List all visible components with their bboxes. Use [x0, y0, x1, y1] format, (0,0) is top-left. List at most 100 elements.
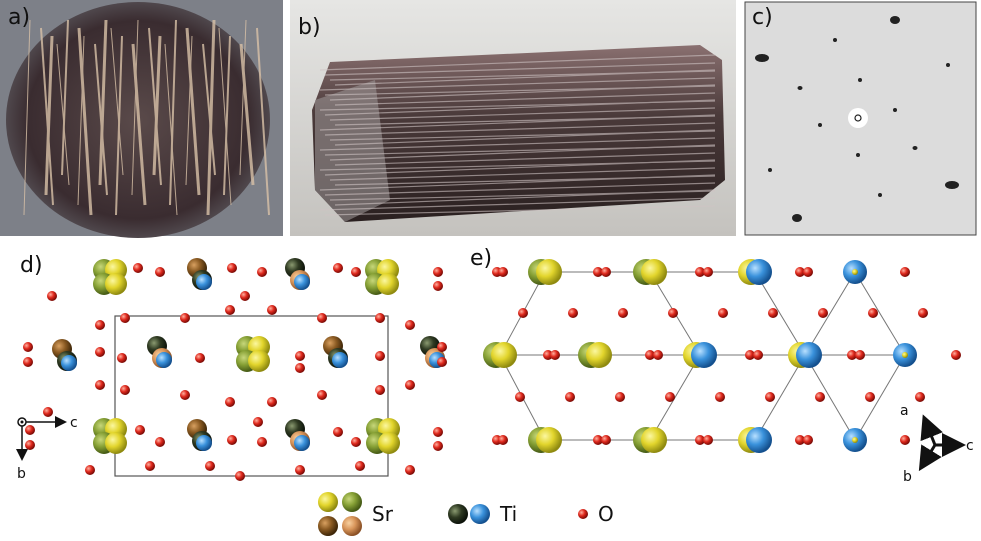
atom: [205, 461, 215, 471]
texture: [169, 19, 177, 206]
texture: [319, 114, 716, 131]
atom: [437, 357, 447, 367]
spot: [912, 146, 918, 150]
atom: [796, 342, 822, 368]
texture: [152, 35, 162, 176]
axis-label: a: [900, 403, 909, 419]
atom: [768, 308, 778, 318]
atom: [180, 390, 190, 400]
atom: [746, 259, 772, 285]
atom: [695, 267, 705, 277]
texture: [324, 99, 716, 116]
atom: [601, 267, 611, 277]
atom: [852, 269, 858, 275]
atom: [593, 267, 603, 277]
atom: [375, 385, 385, 395]
spot: [890, 16, 900, 24]
atom: [586, 342, 612, 368]
texture: [239, 19, 247, 176]
atom: [437, 342, 447, 352]
atom: [665, 392, 675, 402]
atom: [498, 267, 508, 277]
texture: [206, 19, 216, 216]
atom: [47, 291, 57, 301]
texture: [148, 27, 162, 186]
atom: [565, 392, 575, 402]
texture: [131, 19, 139, 196]
texture: [40, 27, 54, 206]
axis-label: b: [903, 469, 912, 485]
texture: [23, 19, 31, 216]
texture: [185, 27, 201, 196]
texture: [77, 27, 93, 216]
spot: [878, 193, 882, 197]
atom: [240, 291, 250, 301]
spot: [768, 168, 772, 172]
atom: [227, 435, 237, 445]
atom: [377, 273, 399, 295]
atom: [375, 351, 385, 361]
texture: [334, 129, 716, 146]
texture: [56, 43, 70, 186]
texture: [131, 43, 147, 206]
atom: [235, 471, 245, 481]
atom: [691, 342, 717, 368]
atom: [23, 342, 33, 352]
spot: [818, 123, 822, 127]
atom: [855, 350, 865, 360]
atom: [196, 274, 212, 290]
structure-d: [16, 258, 447, 481]
atom: [536, 427, 562, 453]
atom: [433, 427, 443, 437]
atom: [715, 392, 725, 402]
atom: [703, 267, 713, 277]
atom: [536, 259, 562, 285]
atom: [135, 425, 145, 435]
atom: [120, 385, 130, 395]
atom: [333, 427, 343, 437]
atom: [491, 342, 517, 368]
atom: [433, 267, 443, 277]
atom: [105, 273, 127, 295]
atom: [196, 435, 212, 451]
texture: [239, 43, 255, 186]
atom: [865, 392, 875, 402]
atom: [317, 313, 327, 323]
atom: [498, 435, 508, 445]
atom: [333, 263, 343, 273]
atom: [155, 437, 165, 447]
texture: [324, 205, 716, 216]
atom: [915, 392, 925, 402]
texture: [110, 27, 124, 176]
legend-label: Ti: [499, 502, 517, 526]
atom: [818, 308, 828, 318]
atom: [61, 355, 77, 371]
atom: [900, 267, 910, 277]
atom: [900, 435, 910, 445]
photo-b: [290, 0, 736, 236]
texture: [223, 35, 231, 196]
atom: [25, 425, 35, 435]
atom: [95, 347, 105, 357]
structure-e: [483, 259, 966, 472]
texture: [61, 19, 69, 176]
atom: [852, 437, 858, 443]
atom: [120, 313, 130, 323]
legend-label: O: [598, 502, 614, 526]
atom: [550, 350, 560, 360]
atom: [257, 267, 267, 277]
texture: [319, 137, 716, 151]
atom: [753, 350, 763, 360]
atom: [795, 267, 805, 277]
texture: [77, 35, 85, 206]
atom: [257, 437, 267, 447]
texture: [324, 122, 716, 136]
atom: [433, 441, 443, 451]
texture: [324, 182, 716, 196]
atom: [267, 397, 277, 407]
atom: [85, 465, 95, 475]
atom: [718, 308, 728, 318]
atom: [618, 308, 628, 318]
texture: [115, 35, 123, 216]
